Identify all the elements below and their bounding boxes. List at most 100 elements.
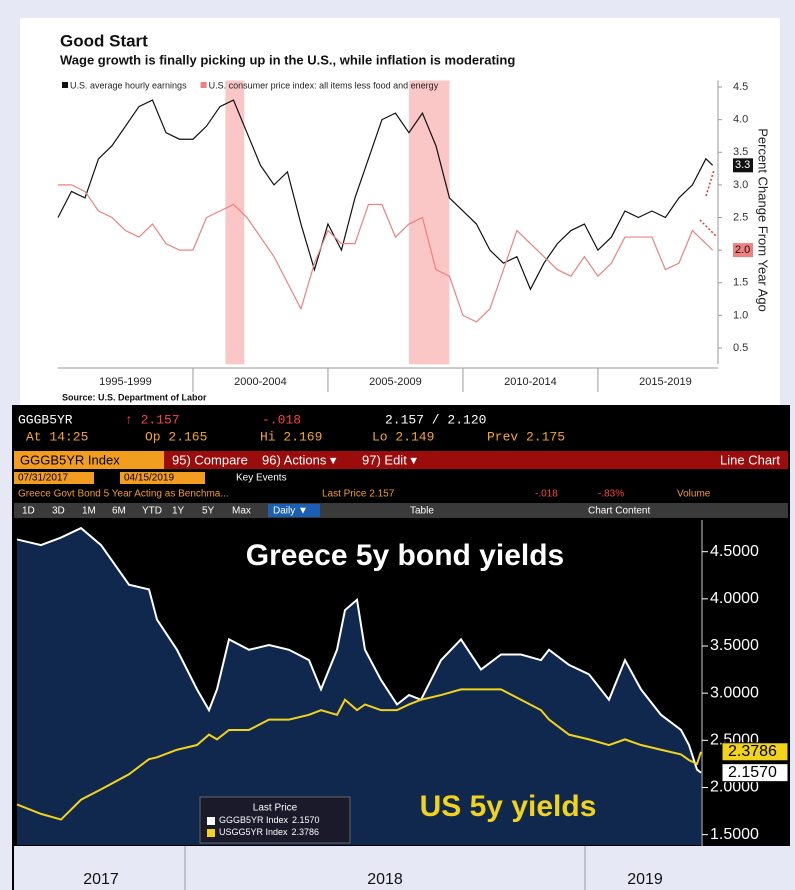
y-tick-label: 1.0: [733, 309, 748, 321]
security-field[interactable]: [14, 451, 164, 469]
menu-item[interactable]: 96) Actions ▾: [262, 452, 337, 467]
period-buttons: 1D 3D 1M 6M YTD 1Y 5Y Max: [22, 506, 251, 517]
x-tick-label: 2000-2004: [234, 376, 287, 388]
low: Lo 2.149: [372, 429, 434, 444]
last-value-tag: [721, 763, 789, 783]
pct-change: -.83%: [598, 489, 624, 500]
y-tick-label: 4.0000: [710, 590, 759, 607]
x-tick-label: 2018: [367, 871, 403, 888]
x-tick-label: 2019: [627, 871, 663, 888]
legend-name: GGGB5YR Index: [219, 815, 289, 825]
view-type: Line Chart: [720, 452, 780, 467]
end-date[interactable]: 04/15/2019: [124, 473, 174, 484]
last-value-label: 2.1570: [728, 764, 777, 781]
top-panel: [20, 18, 780, 405]
key-events[interactable]: Key Events: [236, 473, 287, 484]
legend-name: USGG5YR Index: [219, 827, 288, 837]
legend-value: 2.3786: [292, 827, 320, 837]
last-value-tag: [721, 742, 789, 762]
y-tick-label: 1.5: [733, 277, 748, 289]
change: -.018: [262, 412, 301, 427]
y-tick-label: 3.0: [733, 179, 748, 191]
time: At 14:25: [26, 429, 88, 444]
x-tick-label: 2015-2019: [639, 376, 692, 388]
x-tick-label: 2005-2009: [369, 376, 422, 388]
high: Hi 2.169: [260, 429, 322, 444]
period-button[interactable]: 5Y: [202, 506, 215, 517]
legend-value: 2.1570: [292, 815, 320, 825]
security-name: Greece Govt Bond 5 Year Acting as Benchm…: [18, 489, 229, 500]
period-button[interactable]: 1Y: [172, 506, 185, 517]
y-tick-label: 1.5000: [710, 826, 759, 843]
legend-swatch: [200, 82, 207, 88]
y-tick-label: 4.0: [733, 114, 748, 126]
frequency-button[interactable]: [268, 504, 320, 517]
y-axis-label: Percent Change From Year Ago: [756, 128, 771, 312]
bid-ask: 2.157 / 2.120: [385, 412, 486, 427]
period-button[interactable]: 1M: [82, 506, 96, 517]
last-value-tag: [733, 158, 753, 173]
period-button[interactable]: 1D: [22, 506, 35, 517]
menu-item[interactable]: GGGB5YR Index: [20, 452, 120, 467]
shaded-range: [225, 80, 245, 365]
menu-item[interactable]: 95) Compare: [172, 452, 248, 467]
start-date[interactable]: 07/31/2017: [18, 473, 68, 484]
y-tick-label: 3.5: [733, 146, 748, 158]
x-tick-label: 2017: [83, 871, 119, 888]
net-change: -.018: [535, 489, 558, 500]
legend-box: [199, 796, 351, 844]
open: Op 2.165: [145, 429, 207, 444]
series-area: [17, 528, 701, 845]
series-line: [16, 688, 702, 821]
volume: Volume: [677, 489, 711, 500]
ticker: GGGB5YR: [18, 412, 73, 427]
y-tick-label: 3.5000: [710, 637, 759, 654]
last: ↑ 2.157: [125, 412, 180, 427]
legend-label: U.S. consumer price index: all items les…: [209, 80, 439, 90]
series-line: [16, 526, 702, 774]
date-field[interactable]: [14, 472, 94, 484]
last-value-label: 3.3: [735, 159, 750, 171]
y-tick-label: 2.0000: [710, 779, 759, 796]
period-button[interactable]: YTD: [142, 506, 162, 517]
menu-bar: [14, 451, 788, 469]
date-field[interactable]: [120, 472, 205, 484]
legend-label: GGGB5YR Index 2.1570: [219, 815, 320, 825]
series-line: [57, 99, 714, 291]
y-tick-label: 0.5: [733, 342, 748, 354]
x-tick-label: 1995-1999: [99, 376, 152, 388]
legend-label: USGG5YR Index 2.3786: [219, 827, 319, 837]
annotation: Greece 5y bond yields: [246, 539, 564, 572]
last-price: Last Price 2.157: [322, 489, 395, 500]
y-tick-label: 3.0000: [710, 684, 759, 701]
period-button[interactable]: 6M: [112, 506, 126, 517]
y-tick-label: 2.5: [733, 211, 748, 223]
shaded-range: [408, 80, 450, 365]
x-tick-label: 2010-2014: [504, 376, 557, 388]
source: Source: U.S. Department of Labor: [62, 392, 207, 402]
last-value-label: 2.0: [735, 244, 750, 256]
legend-label: U.S. average hourly earnings: [70, 80, 187, 90]
toolbar: [14, 503, 788, 518]
chart-title: Good Start: [60, 31, 148, 50]
trend-arrow: [705, 169, 715, 197]
legend-swatch: [207, 817, 215, 825]
annotation: US 5y yields: [420, 790, 597, 823]
y-tick-label: 4.5000: [710, 543, 759, 560]
legend-swatch: [62, 82, 68, 88]
chart-subtitle: Wage growth is finally picking up in the…: [60, 52, 515, 67]
table-button[interactable]: Table: [410, 506, 434, 517]
frequency[interactable]: Daily ▼: [273, 506, 308, 517]
y-tick-label: 4.5: [733, 81, 748, 93]
series-line: [58, 184, 714, 323]
period-button[interactable]: Max: [232, 506, 251, 517]
chart-content-button[interactable]: Chart Content: [588, 506, 650, 517]
legend-title: Last Price: [253, 803, 298, 814]
last-value-label: 2.3786: [728, 743, 777, 760]
menu-item[interactable]: 97) Edit ▾: [362, 452, 417, 467]
period-button[interactable]: 3D: [52, 506, 65, 517]
last-value-tag: [733, 243, 753, 258]
prev: Prev 2.175: [487, 429, 565, 444]
x-axis-strip: [14, 846, 790, 890]
